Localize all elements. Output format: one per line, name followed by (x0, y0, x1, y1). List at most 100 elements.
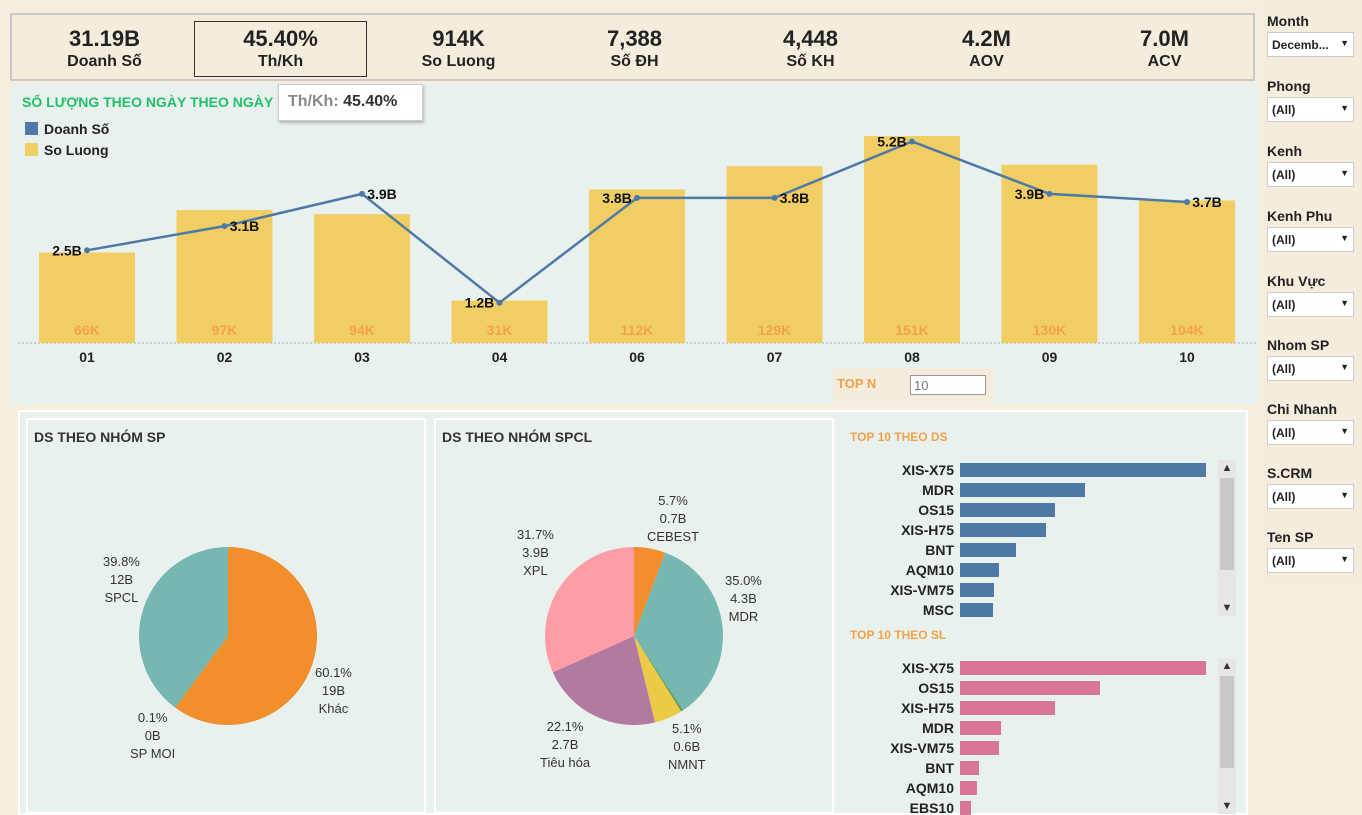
bar-row[interactable]: MSC (842, 600, 1212, 620)
legend-item-so-luong[interactable]: So Luong (25, 139, 109, 160)
kpi-th-kh[interactable]: 45.40% Th/Kh (194, 21, 367, 77)
chart-title: SỐ LƯỢNG THEO NGÀY THEO NGÀY (22, 94, 274, 110)
bar-row[interactable]: EBS10 (842, 798, 1212, 815)
bar-so-luong (864, 136, 960, 343)
bar-row[interactable]: XIS-X75 (842, 460, 1212, 480)
filter-nhom-sp: Nhom SP (All) ▼ (1267, 334, 1359, 381)
filter-label: Chi Nhanh (1267, 401, 1337, 417)
x-tick-label: 09 (1042, 349, 1058, 365)
dropdown-caret-icon: ▼ (1340, 490, 1349, 500)
pie-value: 12B (109, 572, 133, 587)
bar-fill (960, 503, 1055, 517)
bar-row[interactable]: MDR (842, 718, 1212, 738)
kpi-value: 31.19B (69, 26, 140, 51)
bar-so-luong (451, 300, 548, 343)
bar-so-luong (1139, 200, 1235, 343)
kpi-so-kh[interactable]: 4,448 Số KH (724, 15, 897, 79)
filter-dropdown[interactable]: (All) ▼ (1267, 420, 1354, 445)
bar-row[interactable]: OS15 (842, 678, 1212, 698)
line-label: 3.9B (1015, 186, 1045, 202)
filter-chi-nhanh: Chi Nhanh (All) ▼ (1267, 398, 1359, 445)
pie-slice (175, 547, 318, 725)
filter-dropdown[interactable]: (All) ▼ (1267, 97, 1354, 122)
line-label: 1.2B (465, 295, 495, 311)
bar-label: MDR (922, 720, 954, 736)
bar-row[interactable]: BNT (842, 758, 1212, 778)
top10-sl-title: TOP 10 THEO SL (850, 628, 947, 642)
filter-dropdown[interactable]: (All) ▼ (1267, 292, 1354, 317)
bar-row[interactable]: XIS-X75 (842, 658, 1212, 678)
pie-panel-spcl: DS THEO NHÓM SPCL 5.7% 0.7B CEBEST 35.0%… (434, 418, 834, 814)
bar-label: MSC (922, 602, 954, 618)
pie-value: 4.3B (730, 591, 757, 606)
bar-label: 151K (895, 322, 928, 338)
tooltip-key: Th/Kh: (288, 93, 339, 110)
bar-label: BNT (925, 760, 954, 776)
kpi-so-luong[interactable]: 914K So Luong (372, 15, 545, 79)
bar-so-luong (39, 252, 135, 343)
bar-row[interactable]: XIS-H75 (842, 520, 1212, 540)
line-label: 3.9B (367, 186, 397, 202)
bar-row[interactable]: OS15 (842, 500, 1212, 520)
filter-dropdown[interactable]: (All) ▼ (1267, 548, 1354, 573)
pie-pct: 0.1% (137, 710, 168, 725)
bar-label: OS15 (918, 502, 954, 518)
scroll-thumb[interactable] (1220, 676, 1234, 768)
top10-ds-title: TOP 10 THEO DS (850, 430, 948, 444)
filter-value: (All) (1272, 233, 1296, 247)
filter-dropdown[interactable]: (All) ▼ (1267, 484, 1354, 509)
daily-combo-chart[interactable]: 66K 01 97K 02 94K 03 31K 04 112K 06 129K 07 151K 08 13… (10, 84, 1258, 404)
panel-title: DS THEO NHÓM SPCL (442, 429, 593, 445)
pie-label-tieu-hoa: 22.1% 2.7B Tiêu hóa (540, 718, 590, 772)
bar-label: XIS-H75 (901, 522, 954, 538)
scroll-down-icon[interactable]: ▼ (1221, 602, 1233, 614)
bar-so-luong (314, 214, 410, 343)
filter-dropdown[interactable]: Decemb... ▼ (1267, 32, 1354, 57)
topn-input[interactable]: 10 (910, 375, 986, 395)
bar-row[interactable]: XIS-VM75 (842, 738, 1212, 758)
filter-dropdown[interactable]: (All) ▼ (1267, 356, 1354, 381)
filter-dropdown[interactable]: (All) ▼ (1267, 162, 1354, 187)
bar-row[interactable]: MDR (842, 480, 1212, 500)
filter-dropdown[interactable]: (All) ▼ (1267, 227, 1354, 252)
pie-label-cebest: 5.7% 0.7B CEBEST (647, 492, 699, 546)
kpi-value: 4,448 (782, 26, 839, 51)
bar-row[interactable]: XIS-VM75 (842, 580, 1212, 600)
legend-label: So Luong (44, 141, 109, 158)
scroll-up-icon[interactable]: ▲ (1221, 462, 1233, 474)
bar-row[interactable]: XIS-H75 (842, 698, 1212, 718)
bottom-section: DS THEO NHÓM SP 39.8% 12B SPCL 60.1% 19B… (18, 410, 1248, 815)
pie-slice (634, 552, 723, 711)
scroll-thumb[interactable] (1220, 478, 1234, 570)
bar-fill (960, 761, 979, 775)
kpi-doanh-so[interactable]: 31.19B Doanh Số (18, 15, 191, 79)
bar-label: 31K (487, 322, 513, 338)
bar-row[interactable]: AQM10 (842, 560, 1212, 580)
top10-sl-scrollbar[interactable]: ▲ ▼ (1218, 658, 1236, 814)
filter-khu-vuc: Khu Vực (All) ▼ (1267, 270, 1359, 317)
kpi-so-dh[interactable]: 7,388 Số ĐH (548, 15, 721, 79)
top10-ds-scrollbar[interactable]: ▲ ▼ (1218, 460, 1236, 616)
kpi-aov[interactable]: 4.2M AOV (900, 15, 1073, 79)
scroll-up-icon[interactable]: ▲ (1221, 660, 1233, 672)
pie-value: 0B (144, 728, 161, 743)
scroll-down-icon[interactable]: ▼ (1221, 800, 1233, 812)
pie-name: MDR (728, 609, 759, 624)
pie-chart-sp[interactable] (28, 420, 424, 812)
bar-row[interactable]: AQM10 (842, 778, 1212, 798)
line-point (359, 190, 365, 197)
legend-item-doanh-so[interactable]: Doanh Số (25, 118, 109, 139)
pie-slice (139, 547, 228, 708)
bar-fill (960, 721, 1001, 735)
tooltip-value: 45.40% (343, 93, 398, 110)
bar-label: XIS-VM75 (890, 740, 954, 756)
filter-panel: Month Decemb... ▼ Phong (All) ▼ Kenh (All)… (1262, 0, 1362, 588)
kpi-acv[interactable]: 7.0M ACV (1078, 15, 1251, 79)
pie-name: Tiêu hóa (540, 755, 591, 770)
kpi-tooltip: Th/Kh: 45.40% (278, 84, 423, 121)
pie-chart-spcl[interactable] (436, 420, 832, 812)
line-label: 3.7B (1192, 194, 1222, 210)
filter-value: (All) (1272, 490, 1296, 504)
bar-row[interactable]: BNT (842, 540, 1212, 560)
line-label: 3.8B (602, 190, 632, 206)
